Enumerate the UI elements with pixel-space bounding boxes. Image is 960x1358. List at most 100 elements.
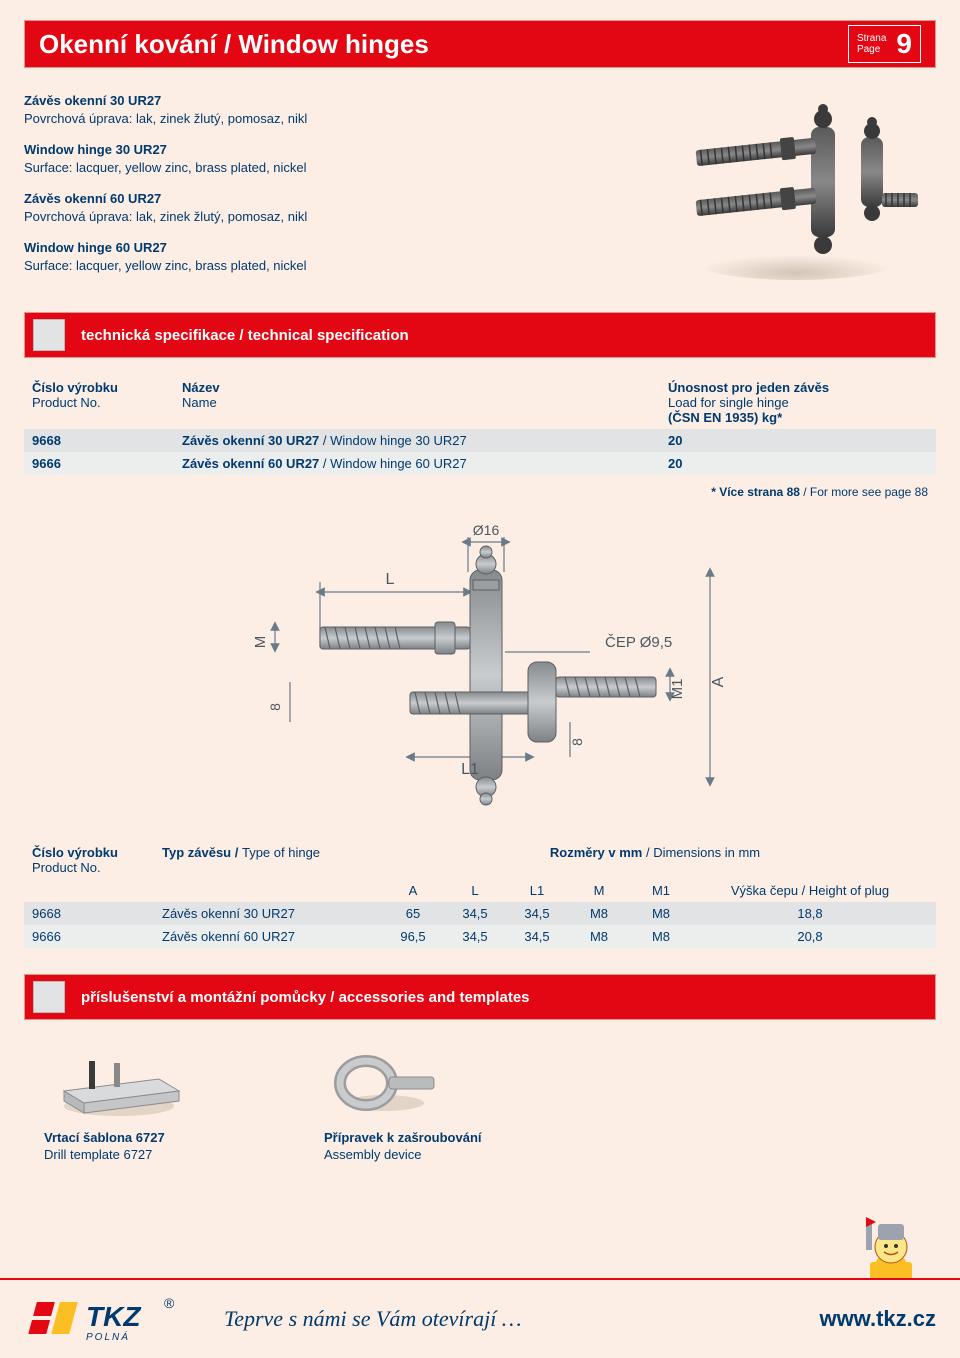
accessories-row: Vrtací šablona 6727 Drill template 6727 …	[24, 1036, 936, 1164]
section-header-label: technická specifikace / technical specif…	[81, 327, 409, 344]
col-header-sub: Product No.	[32, 860, 101, 875]
cell: 34,5	[444, 929, 506, 944]
col-header: Číslo výrobku	[32, 380, 118, 395]
cell: M8	[630, 906, 692, 921]
diag-label: A	[710, 676, 727, 687]
cell-pn: 9666	[32, 456, 182, 471]
cell: 9668	[32, 906, 162, 921]
accessory-image	[324, 1036, 544, 1126]
diag-label: Ø16	[473, 522, 500, 538]
diag-label: 8	[569, 738, 585, 746]
section-header-spec: technická specifikace / technical specif…	[24, 312, 936, 358]
intro-text: Závěs okenní 30 UR27 Povrchová úprava: la…	[24, 92, 636, 292]
col-header-sub: Type of hinge	[242, 845, 320, 860]
intro-title: Závěs okenní 60 UR27	[24, 190, 636, 208]
title-bar: Okenní kování / Window hinges Strana Pag…	[24, 20, 936, 68]
table-row: 9666 Závěs okenní 60 UR27 / Window hinge…	[24, 452, 936, 475]
cell: 96,5	[382, 929, 444, 944]
col-header-sub: Product No.	[32, 395, 101, 410]
cell-name-bold: Závěs okenní 30 UR27	[182, 433, 319, 448]
diag-label: L	[386, 571, 395, 588]
cell: M8	[630, 929, 692, 944]
col-header: (ČSN EN 1935) kg*	[668, 410, 782, 425]
svg-text:TKZ: TKZ	[86, 1301, 141, 1332]
page-number: 9	[896, 28, 912, 60]
cell-load: 20	[668, 456, 928, 471]
cell: 34,5	[506, 929, 568, 944]
hinge-diagram-icon: Ø16 L M 8 ČEP Ø9,5 L1 8 M1 A	[170, 522, 790, 812]
page-title: Okenní kování / Window hinges	[39, 29, 429, 60]
subcol: Výška čepu / Height of plug	[692, 883, 928, 898]
section-header-label: příslušenství a montážní pomůcky / acces…	[81, 989, 530, 1006]
page-label-cz: Strana	[857, 33, 886, 44]
hinge-photo-icon	[666, 97, 926, 287]
col-header: Únosnost pro jeden závěs	[668, 380, 829, 395]
table-subheader-row: A L L1 M M1 Výška čepu / Height of plug	[24, 879, 936, 902]
diag-label: ČEP Ø9,5	[605, 634, 672, 651]
footer-slogan: Teprve s námi se Vám otevírají …	[224, 1306, 789, 1332]
dimensions-table: Číslo výrobkuProduct No. Typ závěsu / Ty…	[24, 841, 936, 948]
subcol: M1	[630, 883, 692, 898]
col-header: Číslo výrobku	[32, 845, 118, 860]
intro-desc: Surface: lacquer, yellow zinc, brass pla…	[24, 159, 636, 177]
cell: 65	[382, 906, 444, 921]
technical-diagram: Ø16 L M 8 ČEP Ø9,5 L1 8 M1 A	[24, 517, 936, 817]
accessory-label: Přípravek k zašroubování Assembly device	[324, 1130, 544, 1164]
subcol: L1	[506, 883, 568, 898]
diag-label: 8	[267, 703, 283, 711]
table-header-row: Číslo výrobkuProduct No. NázevName Únosn…	[24, 376, 936, 429]
acc-label-bold: Přípravek k zašroubování	[324, 1130, 544, 1147]
intro-title: Závěs okenní 30 UR27	[24, 92, 636, 110]
cell-pn: 9668	[32, 433, 182, 448]
cell: 34,5	[444, 906, 506, 921]
footnote-reg: / For more see page 88	[800, 485, 928, 499]
cell-load: 20	[668, 433, 928, 448]
col-header-sub: Name	[182, 395, 217, 410]
acc-label-bold: Vrtací šablona 6727	[44, 1130, 264, 1147]
intro-section: Závěs okenní 30 UR27 Povrchová úprava: la…	[24, 92, 936, 292]
cell: 20,8	[692, 929, 928, 944]
diag-label: L1	[461, 761, 479, 778]
footnote-bold: * Více strana 88	[711, 485, 800, 499]
cell: M8	[568, 929, 630, 944]
cell: 18,8	[692, 906, 928, 921]
accessory-item: Vrtací šablona 6727 Drill template 6727	[44, 1036, 264, 1164]
intro-desc: Povrchová úprava: lak, zinek žlutý, pomo…	[24, 208, 636, 226]
cell: 34,5	[506, 906, 568, 921]
spec-table: Číslo výrobkuProduct No. NázevName Únosn…	[24, 376, 936, 475]
intro-title: Window hinge 60 UR27	[24, 239, 636, 257]
assembly-device-icon	[324, 1041, 454, 1121]
col-header-sub: / Dimensions in mm	[642, 845, 760, 860]
intro-desc: Surface: lacquer, yellow zinc, brass pla…	[24, 257, 636, 275]
footnote: * Více strana 88 / For more see page 88	[24, 485, 936, 499]
table-row: 9666 Závěs okenní 60 UR27 96,5 34,5 34,5…	[24, 925, 936, 948]
cell-name-reg: / Window hinge 60 UR27	[319, 456, 466, 471]
catalog-page: Okenní kování / Window hinges Strana Pag…	[0, 0, 960, 1164]
subcol: M	[568, 883, 630, 898]
svg-text:®: ®	[164, 1295, 175, 1311]
drill-template-icon	[44, 1041, 194, 1121]
subcol: A	[382, 883, 444, 898]
col-header-sub: Load for single hinge	[668, 395, 789, 410]
col-header: Typ závěsu /	[162, 845, 242, 860]
table-header-row: Číslo výrobkuProduct No. Typ závěsu / Ty…	[24, 841, 936, 879]
svg-text:POLNÁ: POLNÁ	[86, 1330, 130, 1343]
cell: Závěs okenní 60 UR27	[162, 929, 382, 944]
page-num-labels: Strana Page	[857, 33, 886, 55]
accessory-item: Přípravek k zašroubování Assembly device	[324, 1036, 544, 1164]
table-row: 9668 Závěs okenní 30 UR27 / Window hinge…	[24, 429, 936, 452]
cell-name-bold: Závěs okenní 60 UR27	[182, 456, 319, 471]
section-header-accessories: příslušenství a montážní pomůcky / acces…	[24, 974, 936, 1020]
cell: Závěs okenní 30 UR27	[162, 906, 382, 921]
acc-label-reg: Drill template 6727	[44, 1147, 264, 1164]
cell-name-reg: / Window hinge 30 UR27	[319, 433, 466, 448]
diag-label: M1	[669, 679, 686, 700]
logo: TKZ POLNÁ ®	[24, 1294, 194, 1344]
footer-url: www.tkz.cz	[819, 1306, 936, 1332]
diag-label: M	[252, 636, 269, 649]
intro-title: Window hinge 30 UR27	[24, 141, 636, 159]
cell: M8	[568, 906, 630, 921]
page-label-en: Page	[857, 44, 886, 55]
col-header: Název	[182, 380, 220, 395]
product-photo	[656, 92, 936, 292]
